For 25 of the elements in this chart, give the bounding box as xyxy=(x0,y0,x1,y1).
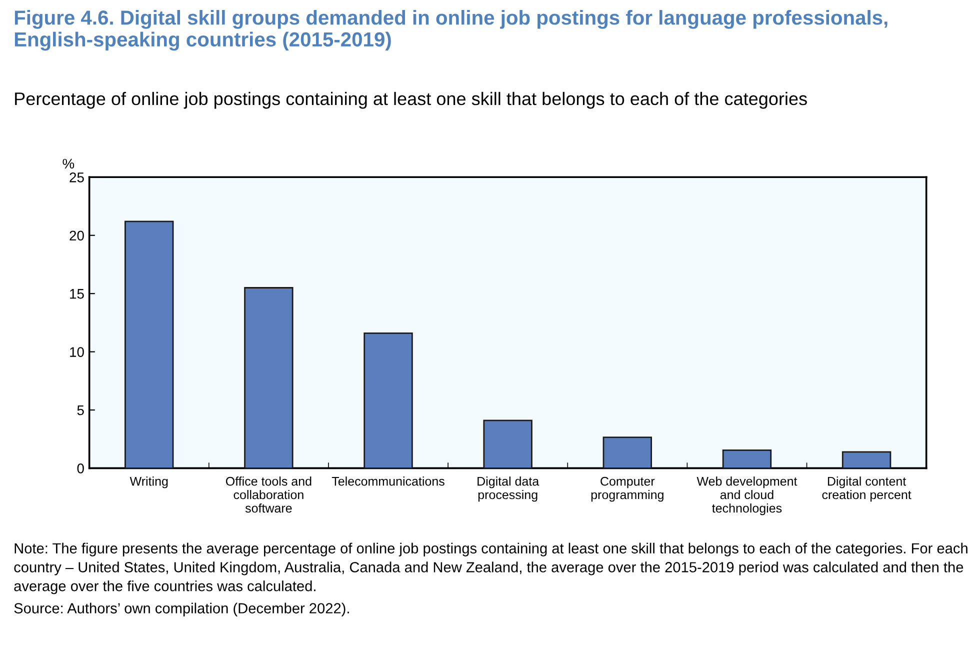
x-tick-label: Office tools and collaboration software xyxy=(226,476,312,513)
y-tick-label: 10 xyxy=(70,347,84,357)
bar xyxy=(483,420,532,468)
y-tick-label: 15 xyxy=(70,289,84,299)
bar xyxy=(602,436,652,468)
bar xyxy=(722,449,772,468)
text: Note: The figure presents the average percentage of online job postings containing at least one skill that belongs to each of the categories. For each country – United States, United Kingdom, Australia, Canada and New Zealand, the average over the 2015-2019 period was calculated and then the average over the five countries was calculated. xyxy=(14,542,968,594)
x-tick-label: Computer programming xyxy=(591,476,664,502)
bar xyxy=(364,332,413,468)
bar xyxy=(244,287,294,468)
y-tick-label: 0 xyxy=(77,464,84,474)
source-note: Source: Authors’ own compilation (December 2022). xyxy=(14,602,349,616)
x-tick-label: Telecommunications xyxy=(332,476,444,486)
y-tick-label: 20 xyxy=(70,230,84,241)
y-tick-label: 5 xyxy=(77,405,84,416)
x-tick-label: Digital content creation percent xyxy=(822,476,912,502)
x-tick-label: Writing xyxy=(130,476,168,488)
y-tick-label: 25 xyxy=(70,172,84,182)
x-tick-label: Web development and cloud technologies xyxy=(696,476,798,516)
chart-title: Figure 4.6. Digital skill groups demanded in online job postings for language professionals, English-speaking countries (2015-2019) xyxy=(14,10,888,51)
chart-subtitle: Percentage of online job postings containing at least one skill that belongs to each of the categories xyxy=(15,92,807,109)
bar xyxy=(124,220,174,468)
bar xyxy=(842,451,892,468)
x-tick-label: Digital data processing xyxy=(478,476,540,502)
y-axis-title: % xyxy=(62,158,74,169)
